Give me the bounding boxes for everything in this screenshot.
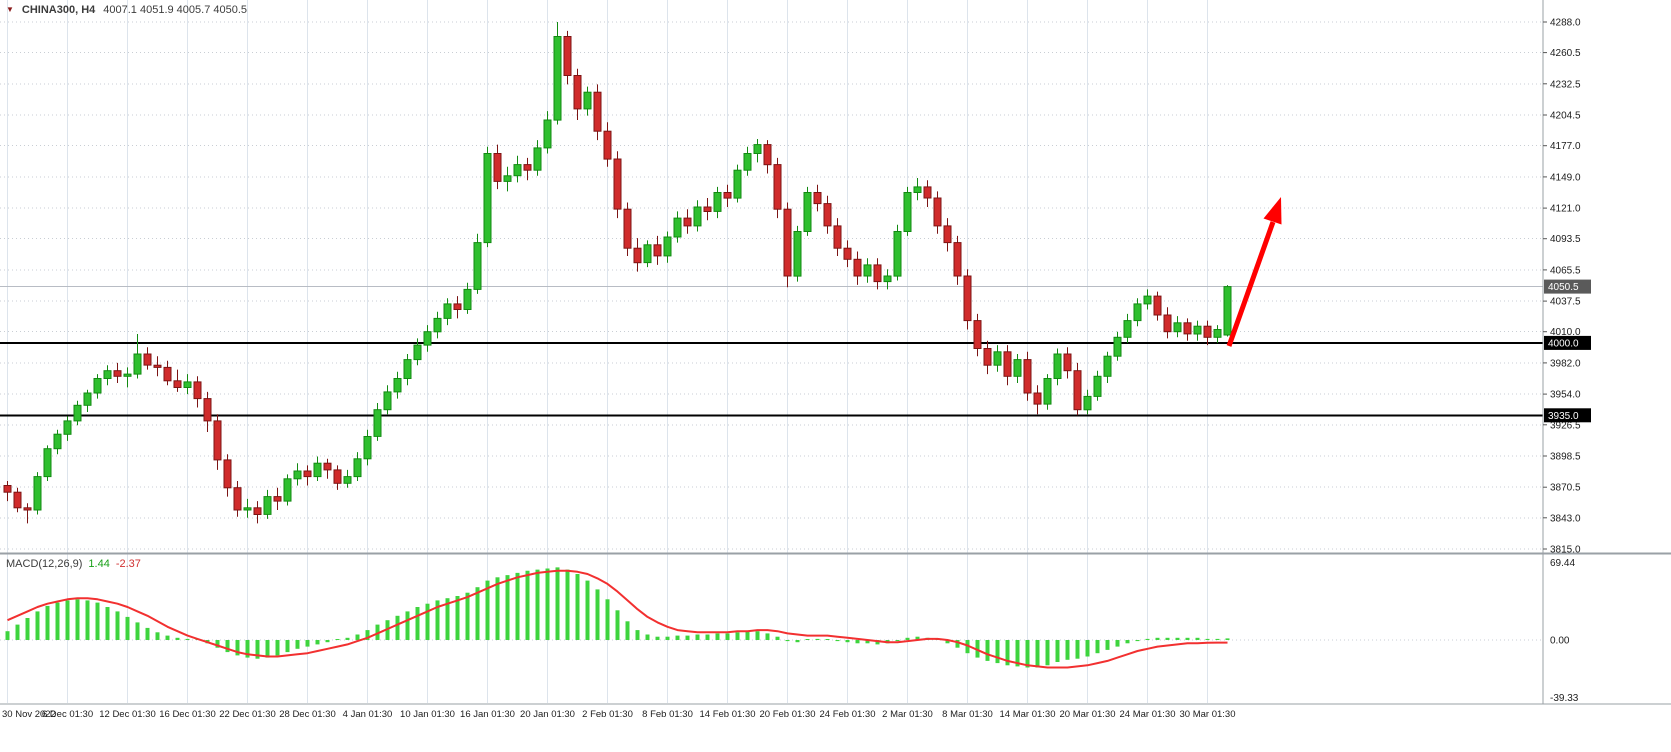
macd-indicator <box>5 567 1230 669</box>
svg-text:3870.5: 3870.5 <box>1550 483 1581 494</box>
svg-text:16 Dec 01:30: 16 Dec 01:30 <box>159 709 216 720</box>
svg-text:3982.0: 3982.0 <box>1550 358 1581 369</box>
ohlc-values: 4007.1 4051.9 4005.7 4050.5 <box>103 4 248 16</box>
horizontal-level-lines[interactable] <box>0 286 1543 417</box>
svg-text:0.00: 0.00 <box>1550 636 1570 647</box>
svg-text:4177.0: 4177.0 <box>1550 141 1581 152</box>
svg-text:4232.5: 4232.5 <box>1550 79 1581 90</box>
svg-text:3935.0: 3935.0 <box>1548 411 1579 422</box>
svg-text:24 Feb 01:30: 24 Feb 01:30 <box>820 709 876 720</box>
svg-text:10 Jan 01:30: 10 Jan 01:30 <box>400 709 455 720</box>
svg-text:2 Mar 01:30: 2 Mar 01:30 <box>882 709 933 720</box>
macd-axis[interactable]: 69.44 0.00 -39.33 <box>1550 558 1579 704</box>
svg-text:20 Feb 01:30: 20 Feb 01:30 <box>760 709 816 720</box>
svg-text:22 Dec 01:30: 22 Dec 01:30 <box>219 709 276 720</box>
svg-text:4149.0: 4149.0 <box>1550 172 1581 183</box>
svg-text:14 Mar 01:30: 14 Mar 01:30 <box>1000 709 1056 720</box>
svg-text:8 Mar 01:30: 8 Mar 01:30 <box>942 709 993 720</box>
svg-text:4010.0: 4010.0 <box>1550 327 1581 338</box>
symbol-timeframe-label: CHINA300, H4 <box>21 4 96 16</box>
one-click-trading-toggle-icon[interactable]: ▼ <box>6 5 14 14</box>
svg-text:20 Jan 01:30: 20 Jan 01:30 <box>520 709 575 720</box>
svg-text:4204.5: 4204.5 <box>1550 111 1581 122</box>
svg-text:3954.0: 3954.0 <box>1550 390 1581 401</box>
price-level-badges: 4050.5 4000.0 3935.0 <box>1544 279 1591 423</box>
svg-text:14 Feb 01:30: 14 Feb 01:30 <box>700 709 756 720</box>
indicator-main-value: 1.44 <box>88 558 110 570</box>
svg-text:4288.0: 4288.0 <box>1550 18 1581 29</box>
svg-text:3898.5: 3898.5 <box>1550 452 1581 463</box>
svg-text:30 Mar 01:30: 30 Mar 01:30 <box>1180 709 1236 720</box>
svg-text:6 Dec 01:30: 6 Dec 01:30 <box>42 709 93 720</box>
svg-text:4 Jan 01:30: 4 Jan 01:30 <box>343 709 393 720</box>
svg-text:4260.5: 4260.5 <box>1550 48 1581 59</box>
chart-title: ▼ CHINA300, H4 4007.1 4051.9 4005.7 4050… <box>6 4 247 16</box>
svg-text:4037.5: 4037.5 <box>1550 297 1581 308</box>
price-axis[interactable]: 4288.0 4260.5 4232.5 4204.5 4177.0 4149.0 4121… <box>1543 18 1581 556</box>
svg-text:4065.5: 4065.5 <box>1550 265 1581 276</box>
trend-arrow-annotation[interactable] <box>1226 197 1282 347</box>
svg-text:4093.5: 4093.5 <box>1550 234 1581 245</box>
svg-text:24 Mar 01:30: 24 Mar 01:30 <box>1120 709 1176 720</box>
svg-text:16 Jan 01:30: 16 Jan 01:30 <box>460 709 515 720</box>
svg-text:3815.0: 3815.0 <box>1550 545 1581 556</box>
svg-text:69.44: 69.44 <box>1550 558 1575 569</box>
svg-text:8 Feb 01:30: 8 Feb 01:30 <box>642 709 693 720</box>
svg-text:30 Nov 2022: 30 Nov 2022 <box>2 709 56 720</box>
svg-text:28 Dec 01:30: 28 Dec 01:30 <box>279 709 336 720</box>
indicator-signal-value: -2.37 <box>115 558 141 570</box>
svg-text:4000.0: 4000.0 <box>1548 338 1579 349</box>
candlestick-series <box>3 22 1232 524</box>
svg-text:20 Mar 01:30: 20 Mar 01:30 <box>1060 709 1116 720</box>
svg-text:12 Dec 01:30: 12 Dec 01:30 <box>99 709 156 720</box>
svg-text:3843.0: 3843.0 <box>1550 513 1581 524</box>
svg-text:4050.5: 4050.5 <box>1548 282 1579 293</box>
svg-text:-39.33: -39.33 <box>1550 693 1579 704</box>
indicator-label: MACD(12,26,9) 1.44 -2.37 <box>6 558 141 570</box>
indicator-name: MACD(12,26,9) <box>6 558 83 570</box>
svg-text:4121.0: 4121.0 <box>1550 204 1581 215</box>
svg-text:3926.5: 3926.5 <box>1550 420 1581 431</box>
svg-text:2 Feb 01:30: 2 Feb 01:30 <box>582 709 633 720</box>
chart-grid <box>0 0 1543 703</box>
axis-frame <box>0 0 1671 705</box>
